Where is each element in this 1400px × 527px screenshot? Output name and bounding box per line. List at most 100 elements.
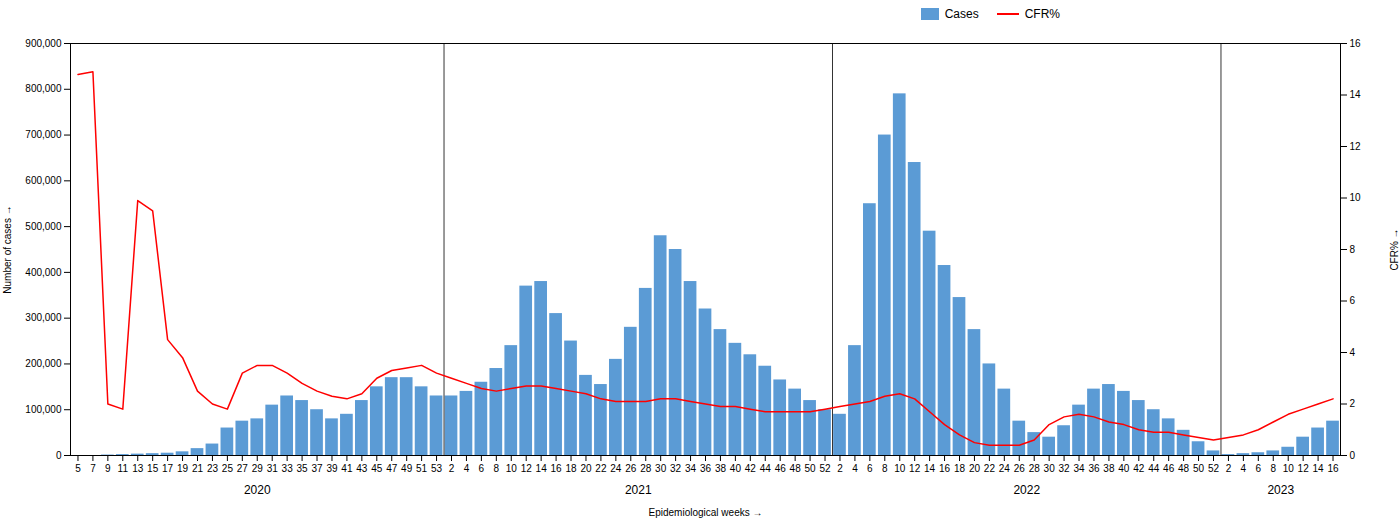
svg-text:12: 12 bbox=[521, 463, 533, 474]
svg-text:39: 39 bbox=[326, 463, 338, 474]
svg-text:2021: 2021 bbox=[625, 483, 652, 497]
svg-text:100,000: 100,000 bbox=[25, 404, 62, 415]
svg-text:28: 28 bbox=[640, 463, 652, 474]
svg-text:6: 6 bbox=[1350, 295, 1356, 306]
svg-text:18: 18 bbox=[565, 463, 577, 474]
svg-text:48: 48 bbox=[1178, 463, 1190, 474]
svg-text:22: 22 bbox=[595, 463, 607, 474]
svg-text:28: 28 bbox=[1029, 463, 1041, 474]
svg-text:40: 40 bbox=[730, 463, 742, 474]
svg-text:10: 10 bbox=[506, 463, 518, 474]
svg-text:800,000: 800,000 bbox=[25, 83, 62, 94]
svg-text:2: 2 bbox=[837, 463, 843, 474]
svg-text:27: 27 bbox=[237, 463, 249, 474]
svg-text:2: 2 bbox=[1226, 463, 1232, 474]
svg-text:300,000: 300,000 bbox=[25, 312, 62, 323]
svg-text:5: 5 bbox=[75, 463, 81, 474]
svg-text:32: 32 bbox=[1059, 463, 1071, 474]
svg-text:8: 8 bbox=[1350, 244, 1356, 255]
svg-text:33: 33 bbox=[282, 463, 294, 474]
svg-text:44: 44 bbox=[1148, 463, 1160, 474]
svg-text:31: 31 bbox=[267, 463, 279, 474]
svg-text:16: 16 bbox=[939, 463, 951, 474]
svg-text:30: 30 bbox=[655, 463, 667, 474]
svg-text:9: 9 bbox=[105, 463, 111, 474]
svg-text:36: 36 bbox=[1088, 463, 1100, 474]
svg-text:25: 25 bbox=[222, 463, 234, 474]
svg-text:10: 10 bbox=[1350, 192, 1362, 203]
svg-text:30: 30 bbox=[1044, 463, 1056, 474]
svg-text:16: 16 bbox=[1350, 38, 1362, 49]
svg-text:2: 2 bbox=[1350, 398, 1356, 409]
svg-text:46: 46 bbox=[1163, 463, 1175, 474]
svg-text:0: 0 bbox=[1350, 450, 1356, 461]
svg-text:11: 11 bbox=[118, 463, 129, 474]
svg-text:29: 29 bbox=[252, 463, 264, 474]
svg-text:18: 18 bbox=[954, 463, 966, 474]
svg-text:Epidemiological weeks →: Epidemiological weeks → bbox=[649, 507, 763, 518]
svg-text:14: 14 bbox=[536, 463, 548, 474]
svg-text:500,000: 500,000 bbox=[25, 221, 62, 232]
svg-text:CFR% →: CFR% → bbox=[1389, 228, 1400, 270]
svg-text:24: 24 bbox=[999, 463, 1011, 474]
svg-text:Number of cases →: Number of cases → bbox=[2, 205, 13, 293]
svg-text:35: 35 bbox=[297, 463, 309, 474]
svg-text:20: 20 bbox=[580, 463, 592, 474]
svg-text:51: 51 bbox=[416, 463, 428, 474]
svg-text:26: 26 bbox=[1014, 463, 1026, 474]
svg-text:400,000: 400,000 bbox=[25, 267, 62, 278]
svg-text:14: 14 bbox=[1350, 89, 1362, 100]
svg-text:14: 14 bbox=[924, 463, 936, 474]
svg-text:38: 38 bbox=[715, 463, 727, 474]
svg-text:34: 34 bbox=[685, 463, 697, 474]
svg-text:10: 10 bbox=[1283, 463, 1295, 474]
svg-text:4: 4 bbox=[852, 463, 858, 474]
svg-text:12: 12 bbox=[1350, 141, 1362, 152]
svg-text:22: 22 bbox=[984, 463, 996, 474]
svg-text:44: 44 bbox=[760, 463, 772, 474]
svg-text:0: 0 bbox=[56, 450, 62, 461]
svg-text:14: 14 bbox=[1313, 463, 1325, 474]
svg-text:21: 21 bbox=[192, 463, 204, 474]
svg-text:8: 8 bbox=[494, 463, 500, 474]
svg-text:12: 12 bbox=[1298, 463, 1310, 474]
svg-text:200,000: 200,000 bbox=[25, 358, 62, 369]
svg-text:7: 7 bbox=[90, 463, 96, 474]
svg-text:42: 42 bbox=[745, 463, 757, 474]
svg-text:4: 4 bbox=[464, 463, 470, 474]
svg-text:8: 8 bbox=[882, 463, 888, 474]
svg-text:2022: 2022 bbox=[1013, 483, 1040, 497]
svg-text:42: 42 bbox=[1133, 463, 1145, 474]
svg-text:10: 10 bbox=[894, 463, 906, 474]
svg-text:2023: 2023 bbox=[1267, 483, 1294, 497]
svg-text:900,000: 900,000 bbox=[25, 38, 62, 49]
svg-text:53: 53 bbox=[431, 463, 443, 474]
svg-text:47: 47 bbox=[386, 463, 398, 474]
svg-text:50: 50 bbox=[1193, 463, 1205, 474]
svg-text:17: 17 bbox=[162, 463, 174, 474]
svg-text:6: 6 bbox=[479, 463, 485, 474]
svg-text:6: 6 bbox=[1256, 463, 1262, 474]
svg-text:50: 50 bbox=[805, 463, 817, 474]
svg-text:52: 52 bbox=[1208, 463, 1220, 474]
svg-text:4: 4 bbox=[1350, 347, 1356, 358]
svg-text:16: 16 bbox=[551, 463, 563, 474]
svg-text:700,000: 700,000 bbox=[25, 129, 62, 140]
svg-text:15: 15 bbox=[147, 463, 159, 474]
svg-text:48: 48 bbox=[790, 463, 802, 474]
svg-text:19: 19 bbox=[177, 463, 189, 474]
svg-text:6: 6 bbox=[867, 463, 873, 474]
svg-text:24: 24 bbox=[610, 463, 622, 474]
svg-text:2020: 2020 bbox=[244, 483, 271, 497]
svg-text:16: 16 bbox=[1327, 463, 1339, 474]
svg-text:32: 32 bbox=[670, 463, 682, 474]
svg-text:20: 20 bbox=[969, 463, 981, 474]
svg-text:26: 26 bbox=[625, 463, 637, 474]
svg-text:2: 2 bbox=[449, 463, 455, 474]
svg-text:12: 12 bbox=[909, 463, 921, 474]
svg-text:8: 8 bbox=[1270, 463, 1276, 474]
svg-text:41: 41 bbox=[341, 463, 353, 474]
svg-text:34: 34 bbox=[1073, 463, 1085, 474]
svg-text:46: 46 bbox=[775, 463, 787, 474]
svg-text:38: 38 bbox=[1103, 463, 1115, 474]
